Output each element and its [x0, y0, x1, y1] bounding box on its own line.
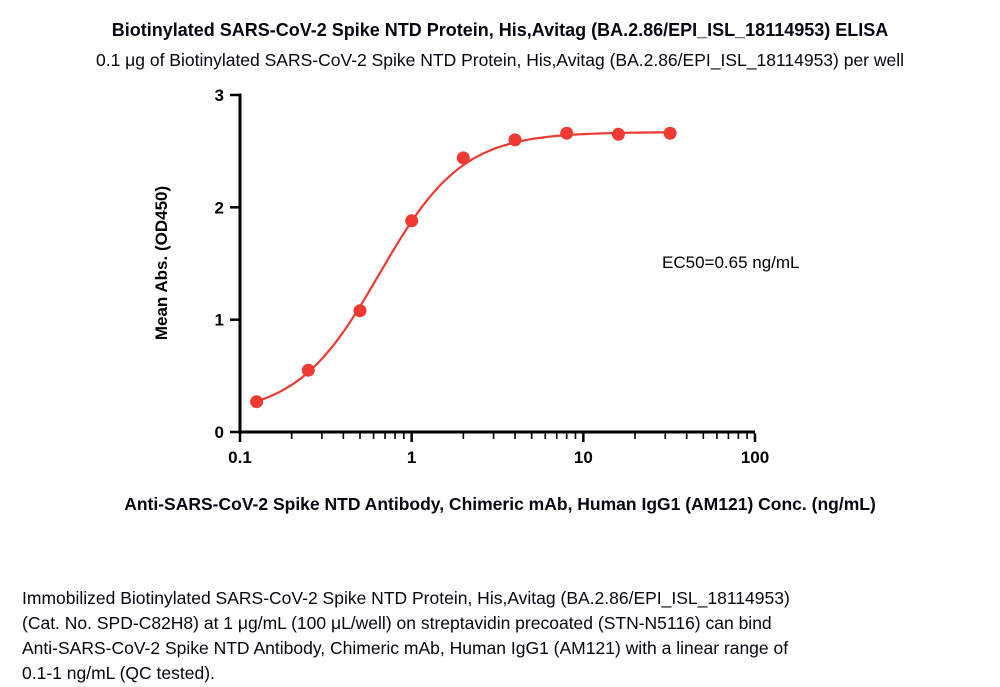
x-tick-label: 10 [574, 448, 593, 467]
chart-series [250, 126, 677, 409]
elisa-chart: 0 1 2 3 0.1 1 10 100 Mean Abs. (OD450) EC50=0.6… [152, 86, 800, 467]
data-point [301, 363, 315, 377]
data-point [353, 304, 367, 318]
data-point [663, 126, 677, 140]
y-tick-label: 2 [215, 198, 224, 217]
description-line: Immobilized Biotinylated SARS-CoV-2 Spik… [22, 588, 790, 608]
x-axis-label: Anti-SARS-CoV-2 Spike NTD Antibody, Chim… [124, 494, 876, 514]
data-point [560, 126, 574, 140]
y-tick-label: 1 [215, 311, 224, 330]
x-tick-label: 0.1 [228, 448, 252, 467]
description-line: 0.1-1 ng/mL (QC tested). [22, 663, 215, 683]
figure-title: Biotinylated SARS-CoV-2 Spike NTD Protei… [111, 20, 889, 40]
description-line: Anti-SARS-CoV-2 Spike NTD Antibody, Chim… [22, 638, 789, 658]
data-point [405, 214, 419, 228]
description-line: (Cat. No. SPD-C82H8) at 1 μg/mL (100 μL/… [22, 613, 772, 633]
y-tick-label: 3 [215, 86, 224, 105]
chart-axes: 0 1 2 3 0.1 1 10 100 [215, 86, 770, 467]
figure-description: Immobilized Biotinylated SARS-CoV-2 Spik… [22, 586, 980, 686]
data-point [250, 395, 264, 409]
data-point [508, 133, 522, 147]
x-tick-label: 100 [741, 448, 769, 467]
figure-subtitle: 0.1 μg of Biotinylated SARS-CoV-2 Spike … [95, 50, 905, 70]
ec50-annotation: EC50=0.65 ng/mL [662, 253, 800, 272]
y-axis-label: Mean Abs. (OD450) [152, 186, 171, 340]
fit-curve [253, 131, 673, 404]
data-point [611, 127, 625, 141]
y-tick-label: 0 [215, 423, 224, 442]
x-tick-label: 1 [407, 448, 416, 467]
axis-line [238, 93, 755, 434]
data-point [456, 151, 470, 165]
